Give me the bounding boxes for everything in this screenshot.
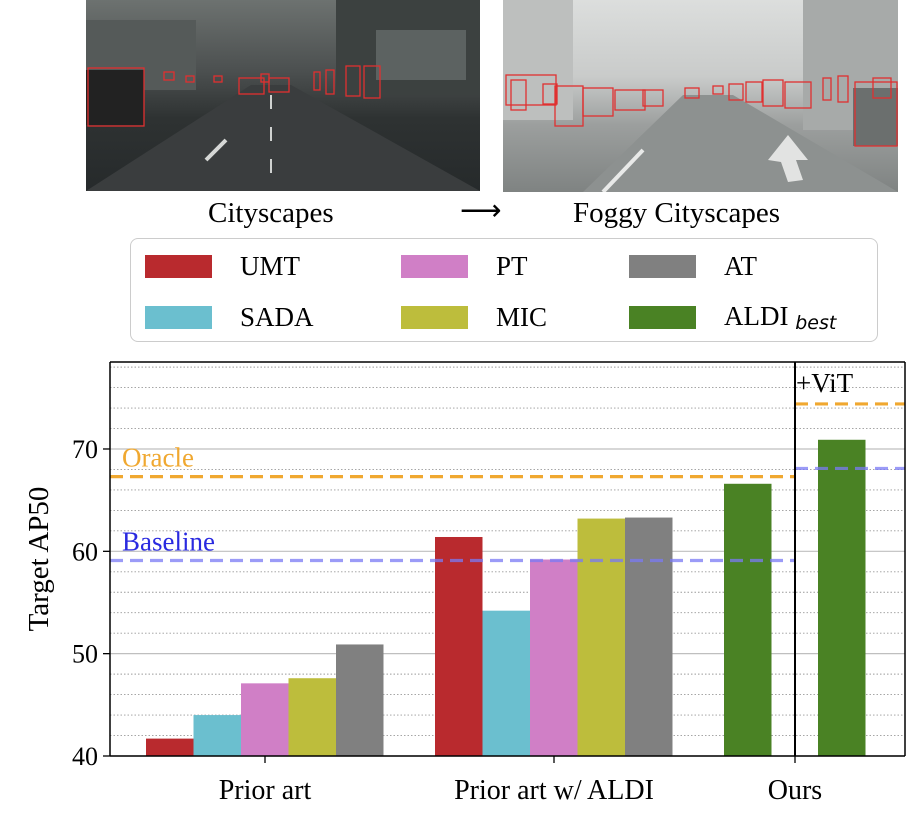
x-tick-label: Ours bbox=[768, 775, 822, 806]
legend-item-sada: SADA bbox=[145, 302, 314, 332]
bar-mic bbox=[288, 678, 336, 756]
legend-item-aldi-best: ALDI best bbox=[629, 301, 836, 334]
legend-label: ALDI best bbox=[724, 301, 836, 334]
right-image-caption: Foggy Cityscapes bbox=[573, 197, 781, 229]
legend-label: SADA bbox=[240, 301, 314, 332]
ap50-bar-chart: 40 50 60 70 Oracle Baseline +ViT Prior art Prior… bbox=[23, 361, 906, 806]
bar-umt bbox=[146, 738, 194, 756]
x-tick-label: Prior art bbox=[219, 775, 312, 806]
legend-swatch bbox=[401, 254, 468, 278]
reference-line-label: Oracle bbox=[122, 443, 194, 473]
arrow-icon: ⟶ bbox=[460, 195, 502, 227]
y-axis-label: Target AP50 bbox=[23, 487, 55, 632]
legend-label-subscript: best bbox=[795, 311, 837, 334]
legend-label: UMT bbox=[240, 250, 300, 281]
vit-label: +ViT bbox=[796, 368, 854, 398]
bar-umt bbox=[435, 536, 483, 756]
bar-at bbox=[625, 517, 673, 756]
legend-item-umt: UMT bbox=[145, 251, 300, 281]
y-tick-label: 50 bbox=[72, 640, 98, 669]
legend-item-mic: MIC bbox=[401, 302, 547, 332]
legend-swatch bbox=[145, 254, 212, 278]
bar-aldi bbox=[724, 483, 772, 756]
bar-pt bbox=[241, 683, 289, 756]
bar-aldi bbox=[818, 439, 866, 756]
y-tick-label: 60 bbox=[72, 537, 98, 566]
legend-label: MIC bbox=[496, 301, 548, 332]
bar-pt bbox=[530, 559, 578, 756]
legend-swatch bbox=[145, 305, 212, 329]
chart-legend: UMT SADA PT MIC AT ALDI best bbox=[130, 238, 878, 342]
reference-line-label: Baseline bbox=[122, 527, 215, 557]
legend-item-pt: PT bbox=[401, 251, 528, 281]
legend-swatch bbox=[629, 254, 696, 278]
x-tick-label: Prior art w/ ALDI bbox=[454, 775, 654, 806]
legend-swatch bbox=[401, 305, 468, 329]
cityscapes-image bbox=[86, 0, 480, 191]
bar-sada bbox=[482, 610, 530, 756]
bar-sada bbox=[193, 715, 241, 756]
bar-at bbox=[336, 644, 384, 756]
legend-label-main: ALDI bbox=[724, 300, 789, 331]
left-image-caption: Cityscapes bbox=[208, 197, 334, 229]
legend-label: PT bbox=[496, 250, 528, 281]
foggy-cityscapes-image bbox=[503, 0, 898, 192]
bar-mic bbox=[577, 518, 625, 756]
y-tick-label: 40 bbox=[72, 742, 98, 771]
legend-item-at: AT bbox=[629, 251, 757, 281]
legend-label: AT bbox=[724, 250, 757, 281]
legend-swatch bbox=[629, 305, 696, 329]
y-tick-label: 70 bbox=[72, 435, 98, 464]
